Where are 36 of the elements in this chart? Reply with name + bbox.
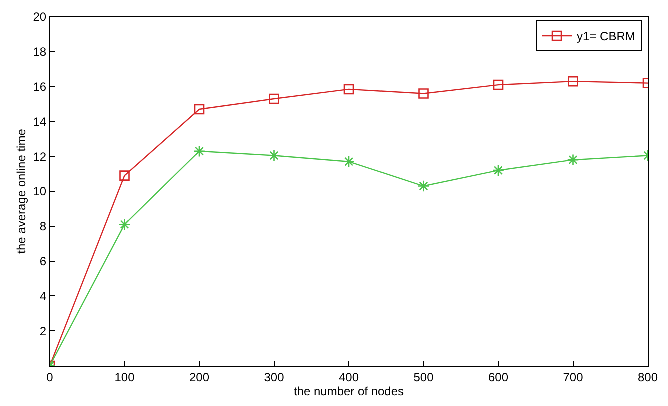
point xyxy=(118,218,131,231)
x-tick-label: 700 xyxy=(563,370,584,384)
point xyxy=(120,170,130,181)
point xyxy=(193,145,206,158)
x-tick-label: 100 xyxy=(114,370,136,384)
x-tick-label: 300 xyxy=(264,370,285,384)
point xyxy=(268,150,280,162)
y-axis-title: the average online time xyxy=(14,128,29,254)
point xyxy=(418,88,429,99)
x-tick-label: 600 xyxy=(488,370,509,384)
point xyxy=(269,94,280,104)
x-tick-label: 200 xyxy=(189,370,210,384)
x-tick-label: 0 xyxy=(46,370,54,384)
point xyxy=(344,84,354,95)
x-axis-title: the number of nodes xyxy=(294,384,404,398)
point xyxy=(418,180,430,192)
point xyxy=(567,154,580,166)
point xyxy=(492,164,505,177)
y-tick-label: 10 xyxy=(33,184,47,199)
y-tick-label: 8 xyxy=(40,220,47,234)
x-tick-label: 800 xyxy=(638,370,658,384)
x-tick-label: 400 xyxy=(338,370,360,384)
legend-label: y1= CBRM xyxy=(577,30,636,44)
point xyxy=(568,76,578,87)
point xyxy=(493,80,504,90)
y-tick-label: 14 xyxy=(33,114,47,129)
y-tick-label: 4 xyxy=(40,289,47,304)
y-tick-label: 2 xyxy=(40,324,47,338)
y-tick-label: 18 xyxy=(33,45,47,60)
y-tick-label: 20 xyxy=(33,10,47,24)
point xyxy=(194,104,205,115)
y-tick-label: 16 xyxy=(33,80,47,94)
point xyxy=(342,156,356,168)
y-tick-label: 12 xyxy=(33,150,47,164)
y-tick-label: 6 xyxy=(40,254,47,268)
x-tick-label: 500 xyxy=(414,370,434,384)
